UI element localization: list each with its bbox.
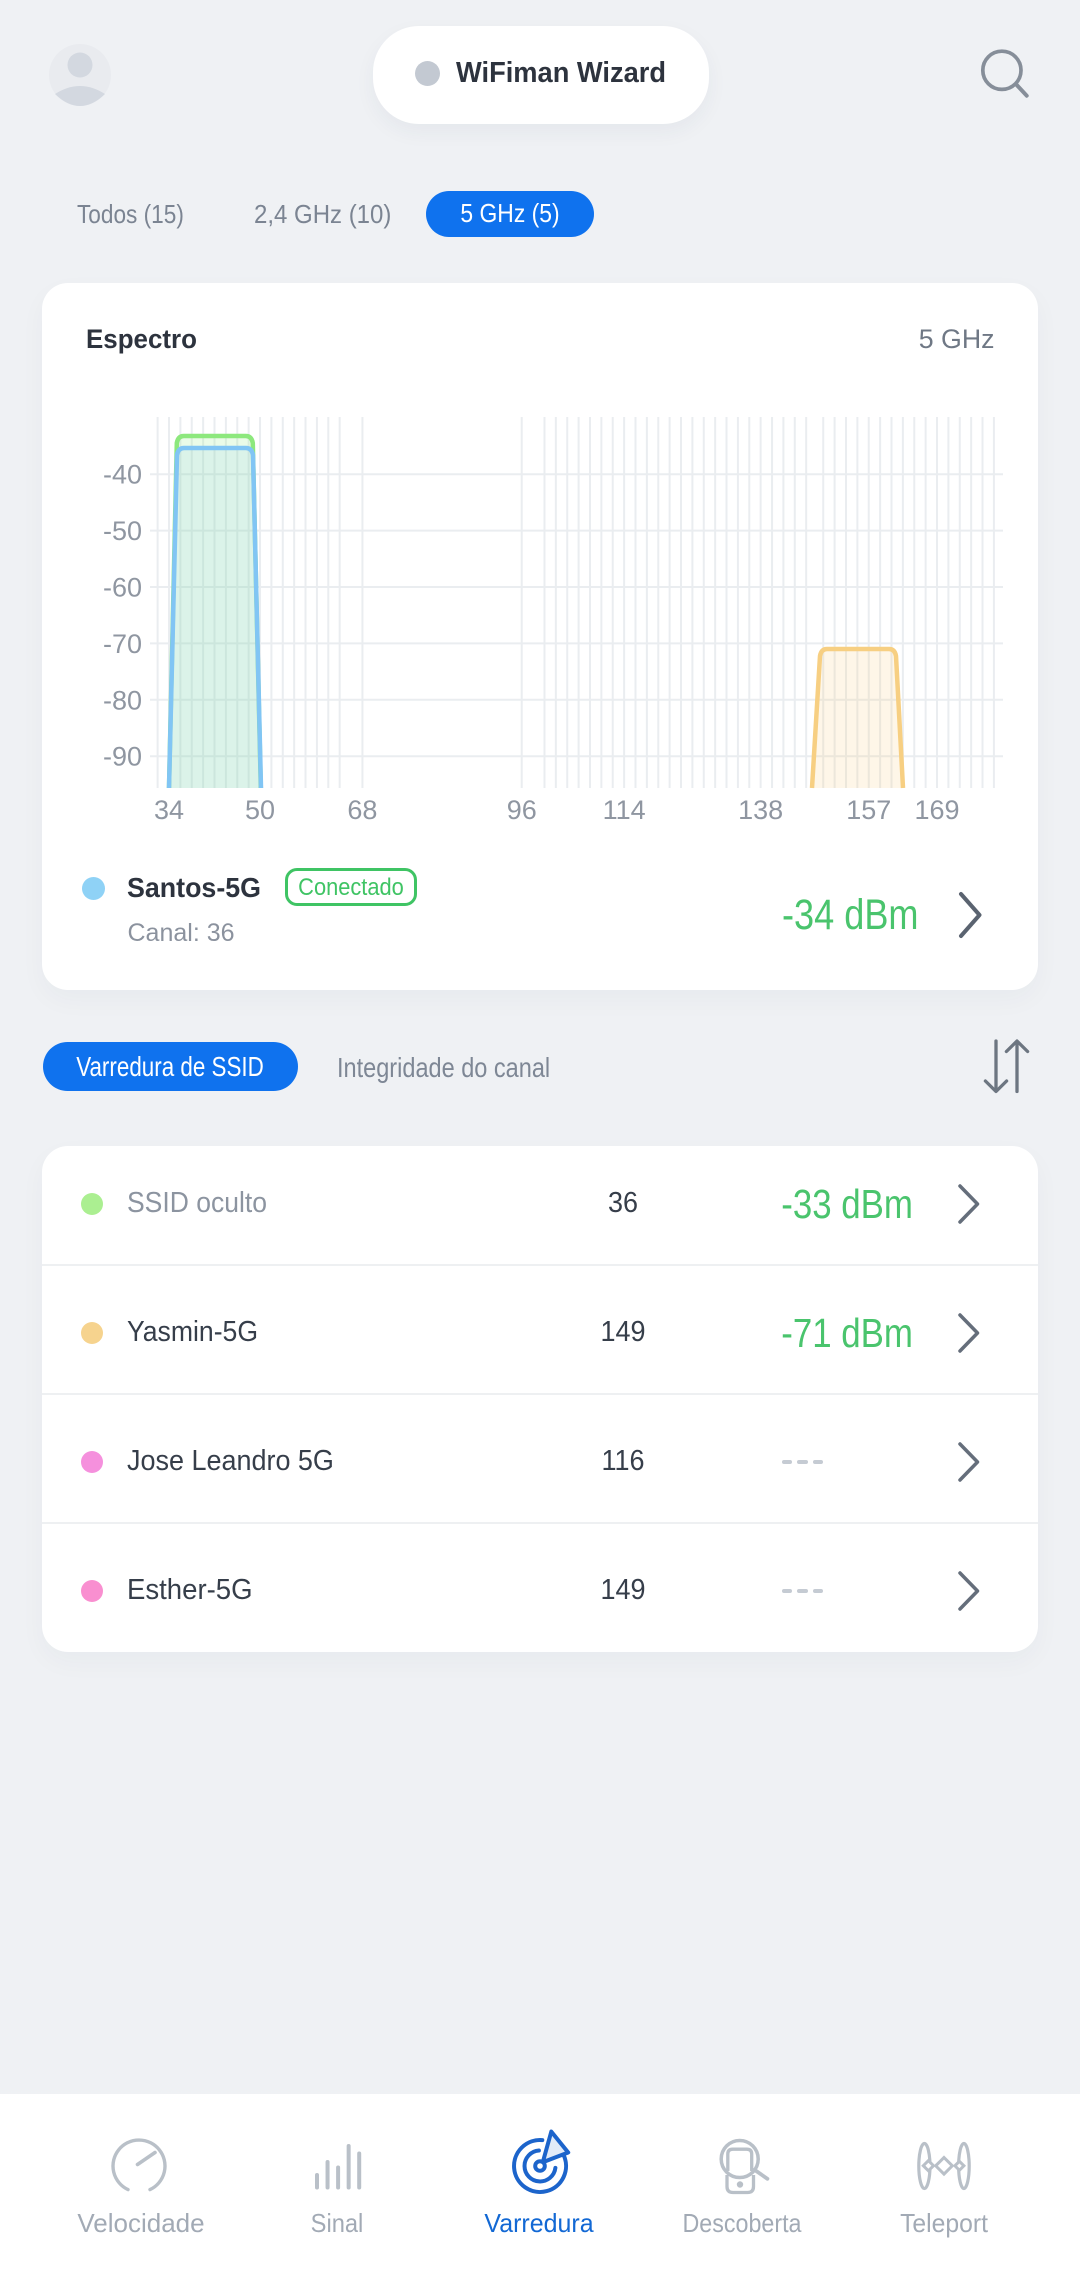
svg-text:50: 50 bbox=[245, 795, 275, 825]
svg-text:157: 157 bbox=[846, 795, 891, 825]
svg-text:-60: -60 bbox=[103, 573, 142, 603]
svg-text:96: 96 bbox=[507, 795, 537, 825]
svg-text:169: 169 bbox=[914, 795, 959, 825]
svg-text:34: 34 bbox=[154, 795, 184, 825]
svg-text:-90: -90 bbox=[103, 742, 142, 772]
svg-text:-50: -50 bbox=[103, 516, 142, 546]
svg-text:-40: -40 bbox=[103, 460, 142, 490]
svg-text:68: 68 bbox=[347, 795, 377, 825]
svg-text:-70: -70 bbox=[103, 629, 142, 659]
svg-text:138: 138 bbox=[738, 795, 783, 825]
svg-text:-80: -80 bbox=[103, 685, 142, 715]
svg-text:114: 114 bbox=[603, 795, 646, 825]
